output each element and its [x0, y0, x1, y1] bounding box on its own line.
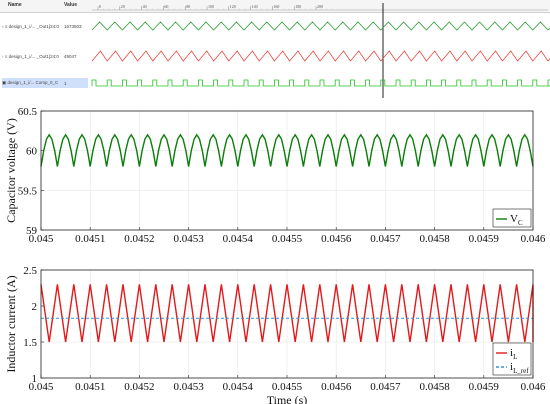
ruler-tick-label: 180: [295, 4, 301, 9]
signal-row[interactable]: › ≡ design_1_i/... _Out1[24:0 49047: [2, 51, 77, 61]
x-tick-label: 0.0458: [419, 381, 450, 393]
ruler-tick-label: 140: [252, 4, 258, 9]
y-tick-label: 2.5: [23, 265, 37, 277]
waveform-viewer: Name Value 0 20 40 60 80 100 120 140 160 180 200 ›…: [0, 0, 550, 98]
ruler-tick-label: 20: [121, 4, 125, 9]
name-column-header[interactable]: Name: [8, 2, 22, 8]
chart-2: 0.045 0.0451 0.0452 0.0453 0.0454 0.0455 0.045…: [4, 265, 546, 404]
signal-waveform: [91, 21, 550, 31]
y-tick-label: 1: [32, 373, 38, 385]
y-tick-label: 59.5: [18, 185, 38, 197]
plots-area: 0.045 0.0451 0.0452 0.0453 0.0454 0.0455 0.045…: [4, 106, 546, 404]
x-tick-label: 0.0453: [173, 233, 204, 245]
signal-name: ▣ design_1_i/... Comp_0_C: [2, 80, 59, 85]
x-tick-label: 0.0456: [321, 233, 352, 245]
y-axis-label: Capacitor voltage (V): [4, 118, 18, 223]
x-tick-label: 0.0459: [469, 233, 500, 245]
x-tick-label: 0.0454: [223, 381, 254, 393]
x-tick-label: 0.0453: [173, 381, 204, 393]
signal-waveform: [91, 79, 550, 87]
x-tick-label: 0.0452: [124, 381, 154, 393]
legend-box: [492, 208, 532, 228]
ruler-tick-label: 0: [99, 4, 101, 9]
x-tick-label: 0.0459: [469, 381, 500, 393]
x-tick-label: 0.0458: [419, 233, 450, 245]
signal-row[interactable]: ▣ design_1_i/... Comp_0_C 1: [2, 78, 88, 88]
x-tick-label: 0.0451: [75, 381, 105, 393]
x-tick-label: 0.0452: [124, 233, 154, 245]
value-column-header[interactable]: Value: [64, 2, 78, 8]
ruler-tick-label: 80: [186, 4, 190, 9]
signal-waveform: [91, 50, 550, 62]
ruler-tick-label: 160: [273, 4, 279, 9]
plot-frame: [40, 269, 534, 379]
x-tick-label: 0.045: [29, 381, 54, 393]
y-tick-label: 60: [26, 146, 38, 158]
y-tick-label: 59: [26, 225, 38, 237]
signal-name: › ≡ design_1_i/... _Out1[24:0: [2, 23, 59, 29]
x-tick-label: 0.046: [521, 233, 546, 245]
x-tick-label: 0.0455: [272, 233, 303, 245]
x-tick-label: 0.0455: [272, 381, 303, 393]
legend-box: [492, 342, 532, 376]
x-tick-label: 0.0451: [75, 233, 105, 245]
legend-label: iL: [510, 347, 517, 361]
signal-value: 1: [64, 80, 67, 86]
ruler-tick-label: 40: [143, 4, 147, 9]
signal-row[interactable]: › ≡ design_1_i/... _Out1[24:0 1673503: [2, 21, 82, 31]
series-line: [40, 133, 534, 167]
x-tick-label: 0.0457: [370, 233, 401, 245]
ruler-tick-label: 200: [317, 4, 323, 9]
x-tick-label: 0.046: [521, 381, 546, 393]
x-tick-label: 0.0456: [321, 381, 352, 393]
y-tick-label: 2: [32, 301, 38, 313]
plot-frame: [40, 110, 534, 231]
ruler-tick-label: 60: [164, 4, 168, 9]
y-tick-label: 1.5: [23, 337, 37, 349]
signal-name: › ≡ design_1_i/... _Out1[24:0: [2, 53, 59, 59]
series-line: [40, 284, 534, 343]
y-axis-label: Inductor current (A): [4, 275, 18, 372]
waveform-canvas[interactable]: 0 20 40 60 80 100 120 140 160 180 200: [0, 0, 550, 98]
signal-value: 1673503: [64, 23, 82, 29]
chart-1: 0.045 0.0451 0.0452 0.0453 0.0454 0.0455 0.045…: [4, 106, 546, 245]
x-tick-label: 0.045: [29, 233, 54, 245]
x-axis-label: Time (s): [267, 393, 308, 404]
x-tick-label: 0.0457: [370, 381, 401, 393]
ruler-tick-label: 120: [230, 4, 236, 9]
x-tick-label: 0.0454: [223, 233, 254, 245]
signal-value: 49047: [64, 53, 77, 59]
y-tick-label: 60.5: [18, 106, 38, 118]
ruler-tick-label: 100: [208, 4, 214, 9]
